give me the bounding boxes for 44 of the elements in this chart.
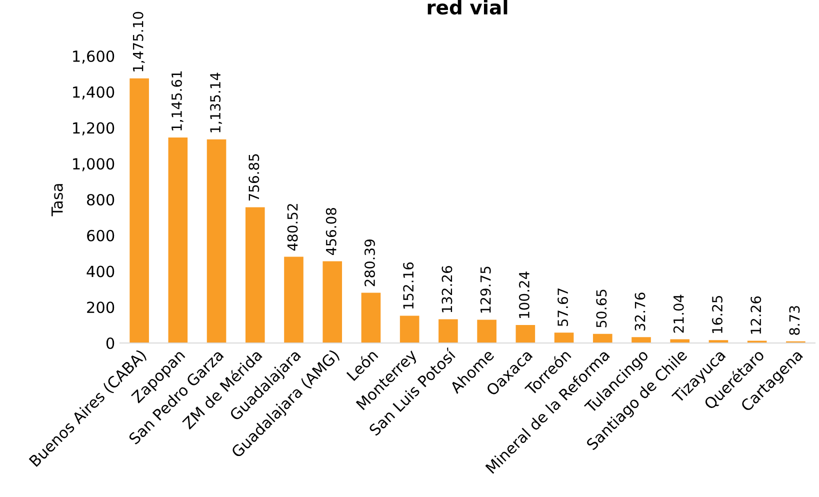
chart-title: red vial [428,0,508,15]
data-label: 16.25 [712,296,722,334]
bar [632,337,651,343]
y-tick-label: 0 [106,337,114,350]
y-tick-label: 1,400 [73,86,114,100]
bar [168,138,188,343]
y-tick-label: 1,600 [73,50,114,64]
bar [130,78,149,343]
bar [554,332,574,343]
bar [206,139,226,343]
bar [400,316,420,343]
y-tick-label: 400 [86,266,114,278]
bar [245,207,265,343]
data-label: 480.52 [287,204,298,251]
bar [438,319,458,343]
y-tick-label: 1,000 [73,158,114,172]
data-label: 456.08 [326,208,336,255]
data-label: 132.26 [442,266,452,312]
y-tick-label: 600 [87,230,114,242]
data-label: 8.73 [789,306,800,335]
data-label: 21.04 [673,294,684,333]
bar [516,325,536,343]
data-label: 152.16 [403,262,414,309]
y-axis-title: Tasa [52,184,63,216]
bar [670,339,690,343]
data-label: 1,145.61 [171,71,184,130]
bar [284,256,304,343]
data-label: 12.26 [750,296,762,334]
data-label: 1,135.14 [210,72,222,132]
y-tick-label: 200 [87,302,114,314]
data-label: 50.65 [596,290,607,328]
data-label: 57.67 [558,288,568,326]
data-label: 129.75 [480,266,491,313]
y-tick-label: 1,200 [73,122,114,136]
bar [477,320,496,343]
bar [361,292,381,343]
data-label: 756.85 [248,154,260,201]
bar [592,334,612,343]
data-label: 1,475.10 [132,12,145,72]
data-label: 100.24 [518,272,530,318]
y-tick-label: 800 [87,194,114,206]
data-label: 32.76 [634,292,646,331]
bar [322,261,342,343]
data-label: 280.39 [364,240,375,286]
